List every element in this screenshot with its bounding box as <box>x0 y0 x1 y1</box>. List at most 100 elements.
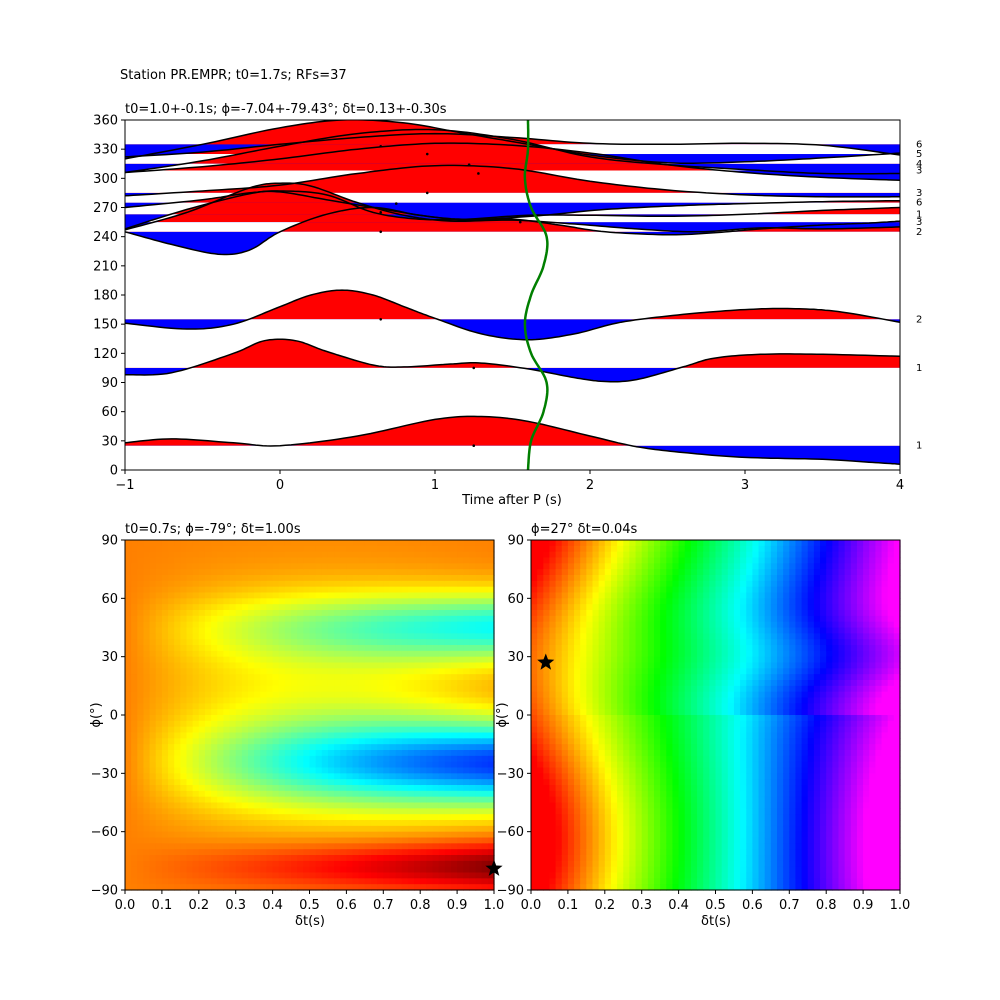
map-cell <box>340 878 347 885</box>
map-cell <box>192 820 200 827</box>
map-cell <box>352 750 360 757</box>
map-cell <box>426 598 434 605</box>
map-cell <box>414 779 421 786</box>
map-cell <box>389 615 397 623</box>
map-cell <box>617 866 624 874</box>
map-cell <box>303 831 311 839</box>
map-cell <box>346 627 354 634</box>
map-cell <box>401 866 409 874</box>
map-cell <box>389 796 397 804</box>
map-cell <box>574 639 581 646</box>
map-cell <box>610 586 618 594</box>
map-cell <box>131 860 138 868</box>
map-cell <box>395 586 403 594</box>
map-cell <box>217 621 224 629</box>
map-cell <box>432 668 440 675</box>
map-cell <box>241 545 249 553</box>
map-cell <box>604 575 612 582</box>
map-cell <box>561 855 569 862</box>
map-cell <box>254 592 261 599</box>
map-cell <box>586 744 594 751</box>
map-cell <box>432 703 440 710</box>
map-cell <box>358 586 366 594</box>
map-cell <box>641 843 649 850</box>
map-cell <box>623 878 630 885</box>
map-cell <box>309 825 317 833</box>
map-cell <box>647 604 655 611</box>
map-cell <box>352 843 360 850</box>
map-cell <box>647 837 655 844</box>
map-cell <box>641 650 649 658</box>
map-cell <box>211 785 218 792</box>
map-cell <box>617 703 624 710</box>
map-cell <box>143 831 151 839</box>
map-cell <box>168 668 175 675</box>
map-cell <box>340 639 347 646</box>
map-cell <box>149 808 157 815</box>
map-cell <box>567 656 575 664</box>
map-cell <box>549 598 557 605</box>
map-cell <box>450 779 458 786</box>
map-cell <box>635 633 643 640</box>
map-cell <box>561 621 569 629</box>
map-cell <box>377 785 384 792</box>
map-cell <box>598 580 606 588</box>
map-cell <box>198 709 206 716</box>
map-cell <box>444 656 452 664</box>
y-tick-label: 180 <box>93 289 118 304</box>
map-cell <box>217 878 224 885</box>
map-cell <box>309 860 317 868</box>
map-cell <box>414 685 421 693</box>
map-cell <box>272 598 280 605</box>
map-cell <box>248 843 255 850</box>
map-cell <box>180 796 188 804</box>
map-cell <box>580 598 587 605</box>
map-cell <box>475 785 483 792</box>
map-cell <box>531 773 538 780</box>
map-cell <box>229 540 237 547</box>
map-cell <box>463 843 470 850</box>
map-cell <box>278 761 286 769</box>
x-tick-label: 0.8 <box>410 898 431 913</box>
map-cell <box>321 645 329 652</box>
map-cell <box>654 639 661 646</box>
map-cell <box>223 860 231 868</box>
map-cell <box>414 633 421 640</box>
map-cell <box>629 855 637 862</box>
map-cell <box>641 639 649 646</box>
map-cell <box>131 685 138 693</box>
map-cell <box>358 750 366 757</box>
map-cell <box>198 785 206 792</box>
map-cell <box>438 662 446 669</box>
map-cell <box>395 639 403 646</box>
map-cell <box>340 645 347 652</box>
map-cell <box>168 837 175 844</box>
map-cell <box>364 779 372 786</box>
map-cell <box>395 633 403 640</box>
map-cell <box>549 732 557 739</box>
map-cell <box>327 767 335 774</box>
map-cell <box>248 650 255 658</box>
map-cell <box>303 563 311 570</box>
map-cell <box>592 563 600 570</box>
map-cell <box>635 610 643 617</box>
map-cell <box>592 878 600 885</box>
map-cell <box>395 825 403 833</box>
map-cell <box>327 680 335 687</box>
map-cell <box>647 580 655 588</box>
map-cell <box>198 656 206 664</box>
map-cell <box>217 639 224 646</box>
map-cell <box>340 604 347 611</box>
map-cell <box>629 569 637 576</box>
map-cell <box>377 656 384 664</box>
map-cell <box>543 866 551 874</box>
map-cell <box>155 621 163 629</box>
map-cell <box>204 808 212 815</box>
map-cell <box>617 878 624 885</box>
map-cell <box>291 703 298 710</box>
map-cell <box>364 697 372 704</box>
map-cell <box>432 650 440 658</box>
map-cell <box>217 569 224 576</box>
map-cell <box>364 773 372 780</box>
map-cell <box>198 755 206 763</box>
